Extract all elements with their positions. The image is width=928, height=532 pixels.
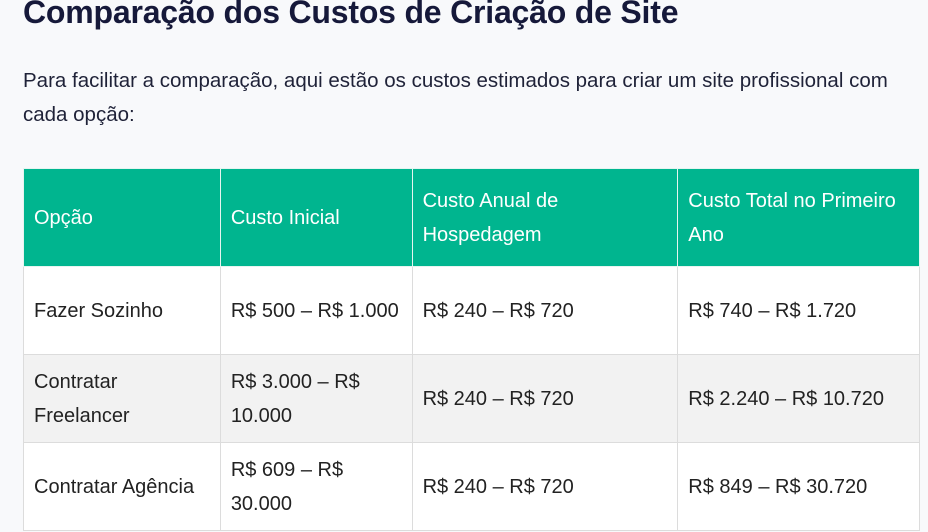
- table-row: Contratar Freelancer R$ 3.000 – R$ 10.00…: [23, 354, 920, 443]
- table-row: Contratar Agência R$ 609 – R$ 30.000 R$ …: [23, 442, 920, 531]
- cell-annual-hosting: R$ 240 – R$ 720: [411, 354, 679, 443]
- cell-option: Contratar Agência: [23, 442, 221, 531]
- cell-initial-cost: R$ 500 – R$ 1.000: [219, 266, 413, 355]
- cell-option: Fazer Sozinho: [23, 266, 221, 355]
- cost-comparison-table: Opção Custo Inicial Custo Anual de Hospe…: [23, 168, 920, 531]
- cell-annual-hosting: R$ 240 – R$ 720: [411, 266, 679, 355]
- header-initial-cost: Custo Inicial: [219, 168, 413, 267]
- page-title: Comparação dos Custos de Criação de Site: [23, 0, 679, 30]
- intro-paragraph: Para facilitar a comparação, aqui estão …: [23, 69, 888, 126]
- cell-total-first-year: R$ 849 – R$ 30.720: [677, 442, 920, 531]
- table-row: Fazer Sozinho R$ 500 – R$ 1.000 R$ 240 –…: [23, 266, 920, 355]
- cell-total-first-year: R$ 740 – R$ 1.720: [677, 266, 920, 355]
- cell-option: Contratar Freelancer: [23, 354, 221, 443]
- cell-total-first-year: R$ 2.240 – R$ 10.720: [677, 354, 920, 443]
- cell-annual-hosting: R$ 240 – R$ 720: [411, 442, 679, 531]
- cell-initial-cost: R$ 609 – R$ 30.000: [219, 442, 413, 531]
- header-total-first-year: Custo Total no Primeiro Ano: [677, 168, 920, 267]
- cell-initial-cost: R$ 3.000 – R$ 10.000: [219, 354, 413, 443]
- header-annual-hosting: Custo Anual de Hospedagem: [411, 168, 679, 267]
- table-header-row: Opção Custo Inicial Custo Anual de Hospe…: [23, 168, 920, 267]
- header-option: Opção: [23, 168, 221, 267]
